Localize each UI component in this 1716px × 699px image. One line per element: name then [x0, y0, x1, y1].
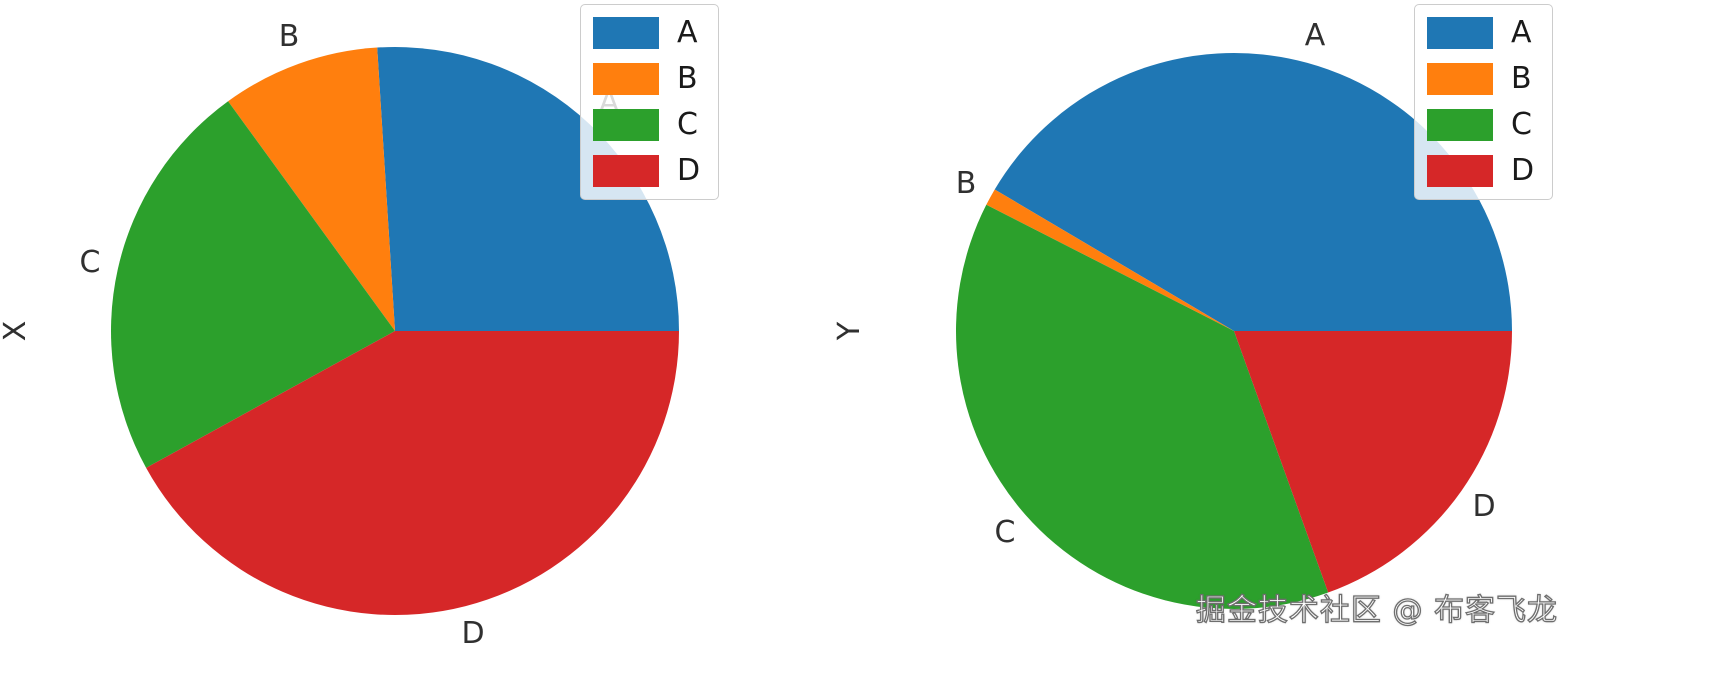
pie-slice-a	[994, 52, 1512, 332]
legend-item-b: B	[1427, 63, 1534, 95]
legend-swatch-a	[1427, 17, 1493, 49]
slice-label-c: C	[994, 515, 1016, 550]
pie-slice-c	[111, 101, 395, 468]
watermark: 掘金技术社区 @ 布客飞龙	[1195, 593, 1558, 628]
pie-slice-b	[986, 189, 1234, 331]
legend-item-d: D	[593, 155, 700, 187]
legend-swatch-d	[593, 155, 659, 187]
legend-item-d: D	[1427, 155, 1534, 187]
legend-label-b: B	[677, 61, 698, 96]
legend-item-c: C	[593, 109, 700, 141]
slice-label-a: A	[1304, 18, 1326, 53]
legend-swatch-a	[593, 17, 659, 49]
legend-item-a: A	[1427, 17, 1534, 49]
legend-swatch-d	[1427, 155, 1493, 187]
legend-label-b: B	[1511, 61, 1532, 96]
pie-slice-c	[956, 204, 1329, 609]
slice-label-d: D	[461, 616, 485, 651]
legend-swatch-b	[1427, 63, 1493, 95]
pie-slice-d	[1234, 331, 1512, 593]
slice-label-b: B	[278, 19, 300, 54]
legend-label-a: A	[677, 15, 698, 50]
legend-label-d: D	[1511, 153, 1535, 188]
legend-item-c: C	[1427, 109, 1534, 141]
pie-slice-b	[228, 47, 395, 332]
pie-slice-d	[146, 331, 679, 615]
legend-swatch-b	[593, 63, 659, 95]
legend-swatch-c	[1427, 109, 1493, 141]
legend-label-a: A	[1511, 15, 1532, 50]
legend-item-b: B	[593, 63, 700, 95]
slice-label-d: D	[1472, 489, 1496, 524]
slice-label-b: B	[955, 166, 977, 201]
legend-label-c: C	[677, 107, 698, 142]
legend-item-a: A	[593, 17, 700, 49]
pie-slice-a	[377, 46, 679, 332]
legend-label-c: C	[1511, 107, 1532, 142]
legend-label-d: D	[677, 153, 701, 188]
slice-label-c: C	[79, 245, 101, 280]
legend-swatch-c	[593, 109, 659, 141]
